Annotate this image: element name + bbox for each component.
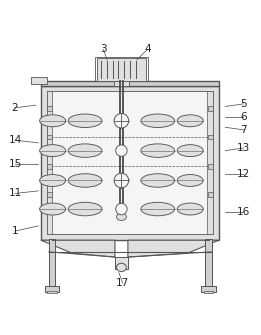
Bar — [204, 291, 213, 293]
Text: 17: 17 — [116, 278, 129, 288]
Bar — [114, 75, 129, 86]
Bar — [49, 239, 55, 287]
Text: 14: 14 — [8, 135, 22, 145]
Ellipse shape — [40, 175, 66, 187]
Bar — [208, 135, 212, 139]
Text: 13: 13 — [237, 143, 250, 153]
Ellipse shape — [68, 114, 102, 128]
Bar — [47, 192, 52, 197]
Bar — [47, 106, 52, 111]
Ellipse shape — [141, 174, 175, 187]
Ellipse shape — [116, 263, 126, 272]
Text: 6: 6 — [240, 112, 247, 122]
Ellipse shape — [114, 114, 129, 128]
Bar — [45, 286, 59, 292]
Text: 12: 12 — [237, 169, 250, 179]
Bar — [95, 57, 148, 81]
Ellipse shape — [177, 145, 203, 156]
Bar — [47, 91, 213, 234]
Text: 5: 5 — [240, 99, 247, 109]
Bar — [205, 239, 212, 287]
Ellipse shape — [68, 144, 102, 157]
Bar — [115, 257, 128, 269]
Ellipse shape — [114, 173, 129, 188]
Text: 4: 4 — [144, 44, 151, 54]
Text: 7: 7 — [240, 125, 247, 135]
Bar — [208, 164, 212, 169]
Ellipse shape — [40, 145, 66, 156]
Ellipse shape — [177, 115, 203, 127]
Text: 3: 3 — [100, 44, 106, 54]
Text: 16: 16 — [237, 207, 250, 217]
Ellipse shape — [116, 145, 127, 156]
Bar — [31, 77, 48, 84]
Ellipse shape — [177, 175, 203, 187]
Text: 15: 15 — [8, 158, 22, 169]
Bar — [97, 59, 146, 80]
Bar — [47, 135, 52, 139]
Bar — [47, 164, 52, 169]
Bar — [48, 291, 57, 293]
Text: 11: 11 — [8, 189, 22, 198]
Ellipse shape — [177, 203, 203, 215]
Ellipse shape — [116, 203, 127, 215]
Text: 2: 2 — [12, 103, 18, 113]
Ellipse shape — [141, 202, 175, 216]
Polygon shape — [41, 240, 115, 257]
Ellipse shape — [40, 203, 66, 215]
Bar — [41, 80, 219, 86]
Ellipse shape — [68, 202, 102, 216]
Ellipse shape — [141, 144, 175, 157]
Bar — [47, 91, 52, 234]
Ellipse shape — [116, 213, 126, 220]
Bar — [207, 91, 213, 234]
Bar — [41, 86, 219, 240]
Bar — [208, 192, 212, 197]
Text: 1: 1 — [12, 226, 18, 236]
Ellipse shape — [68, 174, 102, 187]
Ellipse shape — [40, 115, 66, 127]
Ellipse shape — [141, 114, 175, 128]
Polygon shape — [128, 240, 219, 257]
Bar — [201, 286, 216, 292]
Bar — [208, 106, 212, 111]
